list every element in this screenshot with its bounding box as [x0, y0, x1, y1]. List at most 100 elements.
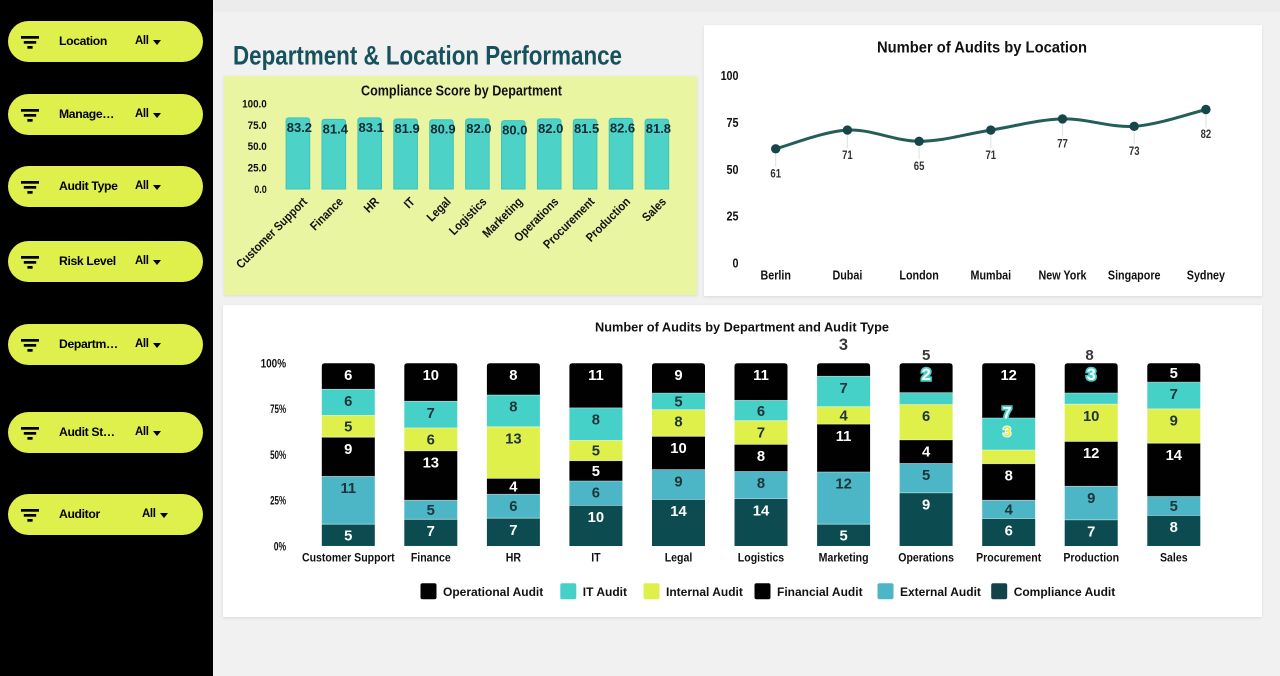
- svg-text:7: 7: [1170, 387, 1178, 403]
- svg-text:9: 9: [922, 498, 930, 514]
- svg-text:New York: New York: [1039, 269, 1087, 283]
- svg-text:7: 7: [1087, 525, 1095, 541]
- svg-text:5: 5: [344, 528, 352, 544]
- svg-text:5: 5: [674, 395, 682, 411]
- svg-text:14: 14: [1166, 448, 1183, 464]
- svg-text:5: 5: [592, 444, 600, 460]
- svg-text:6: 6: [757, 404, 765, 420]
- svg-text:Department & Location Performa: Department & Location Performance: [233, 40, 622, 70]
- svg-text:HR: HR: [506, 550, 522, 564]
- svg-text:Sydney: Sydney: [1187, 269, 1225, 283]
- svg-text:8: 8: [509, 368, 517, 384]
- svg-text:9: 9: [1087, 491, 1095, 507]
- svg-text:9: 9: [674, 474, 682, 490]
- svg-text:Operations: Operations: [898, 550, 954, 564]
- svg-text:Finance: Finance: [307, 195, 346, 234]
- svg-text:10: 10: [423, 368, 439, 384]
- svg-text:4: 4: [839, 409, 848, 425]
- svg-text:14: 14: [753, 503, 770, 519]
- svg-text:Legal: Legal: [665, 550, 693, 564]
- svg-text:6: 6: [344, 394, 352, 410]
- svg-text:Customer Support: Customer Support: [302, 550, 395, 564]
- svg-text:External Audit: External Audit: [900, 585, 981, 599]
- svg-text:5: 5: [1170, 366, 1178, 382]
- svg-text:82: 82: [1201, 129, 1212, 141]
- svg-text:Marketing: Marketing: [819, 550, 869, 564]
- svg-text:25: 25: [727, 210, 739, 224]
- svg-text:Dubai: Dubai: [832, 269, 862, 283]
- svg-text:81.5: 81.5: [574, 121, 599, 136]
- svg-text:12: 12: [1000, 368, 1016, 384]
- svg-text:0.0: 0.0: [254, 184, 267, 196]
- svg-text:Procurement: Procurement: [976, 550, 1041, 564]
- svg-text:IT: IT: [401, 194, 418, 211]
- svg-text:73: 73: [1129, 146, 1140, 158]
- svg-text:5: 5: [839, 528, 847, 544]
- svg-text:8: 8: [757, 476, 765, 492]
- svg-text:5: 5: [344, 420, 352, 436]
- svg-text:13: 13: [505, 432, 521, 448]
- svg-text:5: 5: [592, 464, 600, 480]
- svg-text:8: 8: [674, 414, 682, 430]
- svg-text:Finance: Finance: [411, 550, 451, 564]
- svg-text:Compliance Score by Department: Compliance Score by Department: [361, 84, 562, 100]
- svg-text:Production: Production: [1063, 550, 1119, 564]
- svg-text:75.0: 75.0: [248, 120, 267, 132]
- svg-text:8: 8: [509, 400, 517, 416]
- svg-text:10: 10: [670, 441, 686, 457]
- svg-text:8: 8: [1005, 468, 1013, 484]
- svg-text:0: 0: [733, 256, 739, 270]
- svg-text:Operational Audit: Operational Audit: [443, 585, 543, 599]
- svg-text:82.0: 82.0: [466, 121, 491, 136]
- svg-text:83.2: 83.2: [287, 120, 312, 135]
- svg-text:8: 8: [757, 449, 765, 465]
- svg-text:3: 3: [839, 336, 848, 354]
- svg-text:13: 13: [423, 456, 439, 472]
- svg-text:6: 6: [427, 433, 435, 449]
- svg-text:71: 71: [842, 150, 853, 162]
- svg-text:10: 10: [1083, 409, 1099, 425]
- svg-text:5: 5: [922, 468, 930, 484]
- svg-text:11: 11: [836, 429, 852, 445]
- svg-text:9: 9: [1170, 414, 1178, 430]
- svg-text:Berlin: Berlin: [760, 269, 791, 283]
- svg-text:Mumbai: Mumbai: [971, 269, 1012, 283]
- svg-text:3: 3: [1003, 423, 1011, 440]
- svg-text:4: 4: [1005, 503, 1014, 519]
- svg-text:12: 12: [835, 477, 851, 493]
- svg-text:3: 3: [1087, 366, 1096, 384]
- svg-text:Compliance Audit: Compliance Audit: [1014, 585, 1116, 599]
- svg-text:7: 7: [1002, 405, 1011, 423]
- svg-text:9: 9: [674, 368, 682, 384]
- svg-text:100.0: 100.0: [242, 98, 267, 110]
- svg-text:4: 4: [922, 445, 931, 461]
- svg-text:11: 11: [588, 368, 604, 384]
- svg-text:8: 8: [1085, 347, 1093, 364]
- svg-text:Legal: Legal: [424, 195, 454, 225]
- svg-text:IT Audit: IT Audit: [583, 585, 627, 599]
- svg-text:50%: 50%: [270, 448, 286, 462]
- svg-text:77: 77: [1057, 139, 1068, 151]
- svg-text:Customer Support: Customer Support: [233, 195, 310, 272]
- svg-text:6: 6: [1005, 523, 1013, 539]
- svg-text:Sales: Sales: [1160, 550, 1188, 564]
- svg-text:6: 6: [344, 368, 352, 384]
- svg-text:4: 4: [509, 480, 518, 496]
- svg-text:7: 7: [509, 523, 517, 539]
- svg-text:Sales: Sales: [639, 195, 669, 225]
- svg-text:14: 14: [670, 504, 687, 520]
- svg-text:5: 5: [1170, 499, 1178, 515]
- svg-text:11: 11: [340, 481, 356, 497]
- svg-text:80.9: 80.9: [430, 122, 455, 137]
- svg-text:Financial Audit: Financial Audit: [777, 585, 863, 599]
- svg-text:61: 61: [770, 169, 781, 181]
- svg-text:81.8: 81.8: [646, 121, 671, 136]
- svg-text:11: 11: [753, 368, 769, 384]
- svg-text:71: 71: [986, 150, 997, 162]
- svg-text:HR: HR: [361, 195, 382, 216]
- svg-text:75: 75: [727, 116, 739, 130]
- svg-text:80.0: 80.0: [502, 123, 527, 138]
- svg-text:8: 8: [592, 413, 600, 429]
- svg-text:7: 7: [757, 425, 765, 441]
- svg-text:Internal Audit: Internal Audit: [666, 585, 743, 599]
